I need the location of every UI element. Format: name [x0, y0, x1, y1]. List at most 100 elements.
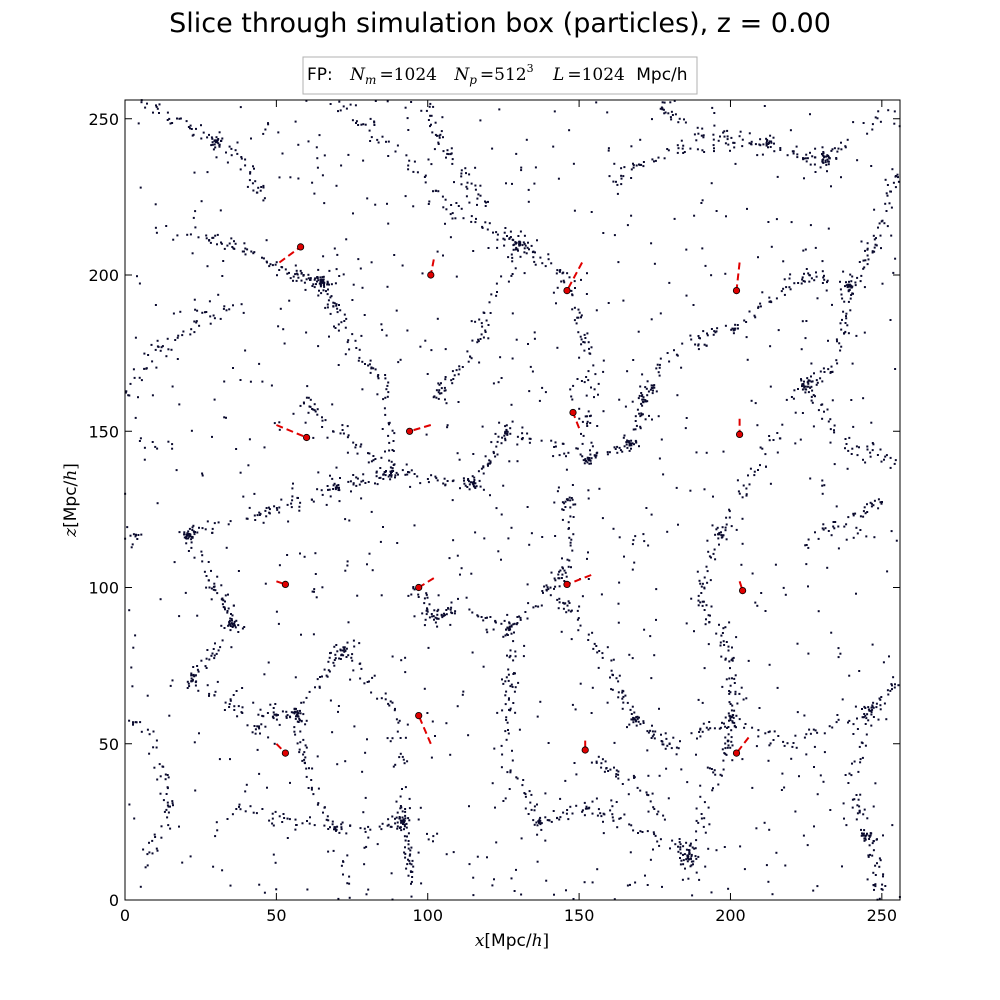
particle-point	[131, 685, 134, 688]
particle-point	[208, 586, 211, 589]
particle-point	[513, 622, 516, 625]
particle-point	[837, 547, 840, 550]
particle-point	[568, 559, 571, 562]
particle-point	[334, 826, 337, 829]
particle-point	[700, 134, 703, 137]
particle-point	[370, 460, 373, 463]
particle-point	[612, 674, 614, 677]
particle-point	[243, 250, 245, 253]
particle-point	[702, 136, 705, 139]
particle-point	[424, 618, 427, 621]
particle-point	[487, 337, 490, 340]
particle-point	[822, 367, 825, 370]
particle-point	[354, 339, 357, 342]
particle-point	[706, 570, 709, 573]
particle-point	[705, 726, 708, 729]
particle-point	[275, 507, 278, 509]
particle-point	[864, 723, 867, 725]
particle-point	[593, 642, 596, 645]
particle-point	[873, 536, 876, 539]
particle-point	[851, 292, 854, 295]
particle-point	[677, 747, 680, 750]
particle-point	[895, 539, 898, 542]
particle-point	[307, 277, 310, 280]
particle-point	[569, 805, 572, 808]
particle-point	[733, 327, 736, 330]
particle-point	[790, 396, 793, 398]
particle-point	[266, 786, 268, 789]
particle-point	[154, 226, 157, 229]
particle-point	[155, 847, 158, 850]
particle-point	[296, 742, 299, 745]
particle-point	[847, 289, 850, 292]
particle-point	[703, 587, 706, 590]
x-tick-label: 250	[867, 906, 898, 925]
particle-point	[844, 145, 847, 148]
particle-point	[451, 499, 454, 502]
particle-point	[320, 489, 323, 492]
particle-point	[312, 408, 315, 411]
particle-point	[555, 302, 557, 305]
particle-point	[590, 712, 593, 714]
particle-point	[764, 453, 767, 456]
particle-point	[509, 707, 512, 710]
particle-point	[695, 830, 698, 833]
particle-point	[821, 527, 824, 530]
particle-point	[211, 143, 214, 146]
particle-point	[642, 398, 645, 401]
particle-point	[307, 787, 310, 789]
particle-point	[837, 147, 840, 150]
particle-point	[683, 118, 685, 121]
particle-point	[748, 483, 751, 486]
particle-point	[461, 366, 464, 368]
particle-point	[557, 177, 560, 180]
particle-point	[715, 632, 718, 635]
particle-point	[337, 705, 340, 707]
particle-point	[317, 294, 320, 297]
particle-point	[229, 699, 232, 702]
particle-point	[404, 106, 407, 109]
particle-point	[474, 531, 477, 534]
particle-point	[670, 747, 673, 750]
particle-point	[738, 492, 741, 495]
particle-point	[205, 586, 208, 589]
particle-point	[342, 654, 345, 657]
particle-point	[430, 163, 433, 166]
particle-point	[570, 609, 573, 612]
particle-point	[872, 805, 875, 808]
particle-point	[331, 823, 334, 826]
particle-point	[855, 445, 858, 448]
particle-point	[419, 345, 422, 348]
particle-point	[370, 691, 373, 694]
particle-point	[527, 602, 530, 605]
particle-point	[637, 832, 639, 834]
particle-point	[281, 821, 284, 823]
particle-point	[827, 530, 830, 532]
particle-point	[444, 484, 447, 487]
particle-point	[733, 724, 736, 727]
particle-point	[213, 654, 216, 657]
particle-point	[151, 360, 154, 363]
particle-point	[523, 251, 526, 254]
particle-point	[235, 808, 238, 810]
particle-point	[446, 480, 449, 482]
particle-point	[866, 132, 869, 135]
particle-point	[433, 609, 436, 612]
particle-point	[192, 216, 195, 219]
particle-point	[662, 108, 665, 111]
particle-point	[739, 845, 742, 848]
particle-point	[789, 273, 792, 276]
particle-point	[300, 279, 303, 282]
particle-point	[201, 560, 204, 563]
particle-point	[631, 442, 634, 445]
particle-point	[869, 451, 872, 454]
particle-point	[348, 875, 351, 878]
particle-point	[851, 275, 854, 278]
particle-point	[585, 394, 588, 397]
particle-point	[740, 686, 743, 689]
particle-point	[620, 174, 623, 177]
particle-point	[273, 713, 276, 716]
particle-point	[569, 544, 572, 547]
particle-point	[587, 551, 589, 554]
particle-point	[158, 103, 161, 106]
